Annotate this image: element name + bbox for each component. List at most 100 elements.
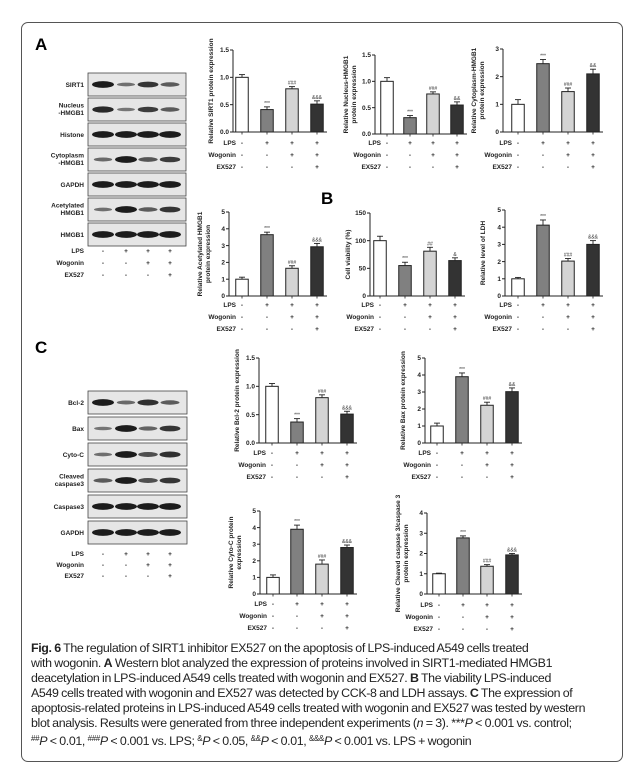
- treatment-label: EX527: [246, 474, 266, 481]
- blot-band: [115, 451, 137, 458]
- y-tick-label: 2: [495, 74, 499, 81]
- y-tick-label: 0.0: [220, 129, 229, 136]
- blot-row-label: Caspase3: [54, 504, 85, 511]
- y-tick-label: 2: [221, 260, 225, 267]
- blot-band: [137, 106, 159, 113]
- treatment-sign: +: [345, 450, 349, 457]
- blot-band: [160, 82, 180, 87]
- caption-text: The regulation of SIRT1 inhibitor EX527 …: [60, 641, 529, 655]
- y-tick-label: 2: [497, 259, 501, 266]
- y-tick-label: 0.0: [246, 440, 255, 447]
- blot-band: [93, 157, 113, 162]
- blot-band: [92, 181, 114, 188]
- caption-text: &&&: [309, 734, 324, 743]
- caption-line: deacetylation in LPS-induced A549 cells …: [31, 671, 621, 686]
- treatment-sign: -: [436, 474, 438, 481]
- significance-label: ###: [429, 86, 438, 92]
- blot-band: [137, 81, 159, 88]
- treatment-sign: +: [290, 140, 294, 147]
- blot-band: [92, 106, 114, 113]
- treatment-sign: -: [272, 625, 274, 632]
- treatment-sign: +: [320, 613, 324, 620]
- treatment-sign: -: [379, 326, 381, 333]
- treatment-sign: -: [271, 474, 273, 481]
- treatment-sign: +: [461, 602, 465, 609]
- treatment-sign: -: [296, 474, 298, 481]
- treatment-sign: +: [408, 140, 412, 147]
- treatment-sign: +: [315, 164, 319, 171]
- treatment-sign: -: [266, 164, 268, 171]
- treatment-label: Wogonin: [405, 614, 433, 621]
- y-axis-label: protein expression: [403, 524, 410, 582]
- caption-text: ###: [87, 734, 101, 743]
- figure-frame: [21, 22, 623, 762]
- treatment-label: LPS: [420, 602, 433, 609]
- blot-band: [159, 231, 181, 238]
- treatment-sign: +: [315, 140, 319, 147]
- blot-band: [159, 206, 181, 213]
- significance-label: &&&: [312, 237, 323, 243]
- blot-strip: [87, 72, 187, 97]
- blot-band: [92, 131, 114, 138]
- treatment-sign: +: [591, 314, 595, 321]
- treatment-sign: -: [436, 450, 438, 457]
- blot-band: [159, 181, 181, 188]
- treatment-sign: +: [566, 314, 570, 321]
- blot-band: [93, 452, 113, 457]
- treatment-label: EX527: [216, 164, 236, 171]
- treatment-sign: +: [566, 152, 570, 159]
- y-tick-label: 2: [252, 558, 256, 565]
- treatment-label: Wogonin: [346, 314, 374, 321]
- blot-band: [115, 231, 137, 238]
- y-tick-label: 0: [419, 591, 423, 598]
- blot-band: [159, 503, 181, 510]
- y-tick-label: 0.5: [246, 412, 255, 419]
- caption-text: P: [99, 734, 108, 748]
- treatment-sign: -: [404, 314, 406, 321]
- treatment-sign: -: [386, 140, 388, 147]
- significance-label: ***: [294, 413, 300, 419]
- blot-row-label-line: Caspase3: [54, 504, 85, 511]
- blot-row-label: Bax: [72, 426, 84, 433]
- y-tick-label: 1: [252, 575, 256, 582]
- treatment-sign: +: [168, 551, 172, 558]
- treatment-sign: -: [266, 314, 268, 321]
- blot-row-label-line: Bcl-2: [68, 400, 84, 407]
- treatment-label: EX527: [361, 164, 381, 171]
- treatment-label: LPS: [499, 302, 512, 309]
- treatment-sign: -: [291, 164, 293, 171]
- y-tick-label: 4: [419, 510, 423, 517]
- treatment-sign: -: [409, 152, 411, 159]
- treatment-sign: -: [266, 152, 268, 159]
- y-tick-label: 4: [497, 224, 501, 231]
- treatment-sign: -: [291, 326, 293, 333]
- y-tick-label: 1.5: [220, 47, 229, 54]
- treatment-sign: +: [510, 462, 514, 469]
- significance-label: ###: [318, 554, 327, 560]
- caption-text: < 0.01,: [268, 734, 309, 748]
- bar: [586, 73, 600, 133]
- y-tick-label: 0.5: [220, 102, 229, 109]
- bar: [480, 404, 494, 444]
- treatment-label: Wogonin: [484, 152, 512, 159]
- y-axis-label: Relative Cyto-C protein: [228, 517, 235, 589]
- bar: [340, 547, 354, 595]
- treatment-sign: +: [510, 626, 514, 633]
- treatment-sign: -: [125, 573, 127, 580]
- treatment-label: LPS: [223, 302, 236, 309]
- bar: [511, 278, 525, 297]
- treatment-sign: +: [168, 272, 172, 279]
- y-tick-label: 1: [221, 276, 225, 283]
- caption-text: n: [416, 716, 424, 730]
- treatment-sign: -: [125, 562, 127, 569]
- significance-label: ***: [460, 530, 466, 536]
- figure-caption: Fig. 6 The regulation of SIRT1 inhibitor…: [31, 641, 621, 749]
- treatment-sign: -: [241, 302, 243, 309]
- treatment-sign: -: [486, 626, 488, 633]
- treatment-sign: -: [241, 152, 243, 159]
- blot-band: [115, 529, 137, 536]
- caption-line: A549 cells treated with wogonin and EX52…: [31, 686, 621, 701]
- blot-band: [92, 529, 114, 536]
- blot-strip: [87, 468, 188, 493]
- treatment-sign: +: [455, 152, 459, 159]
